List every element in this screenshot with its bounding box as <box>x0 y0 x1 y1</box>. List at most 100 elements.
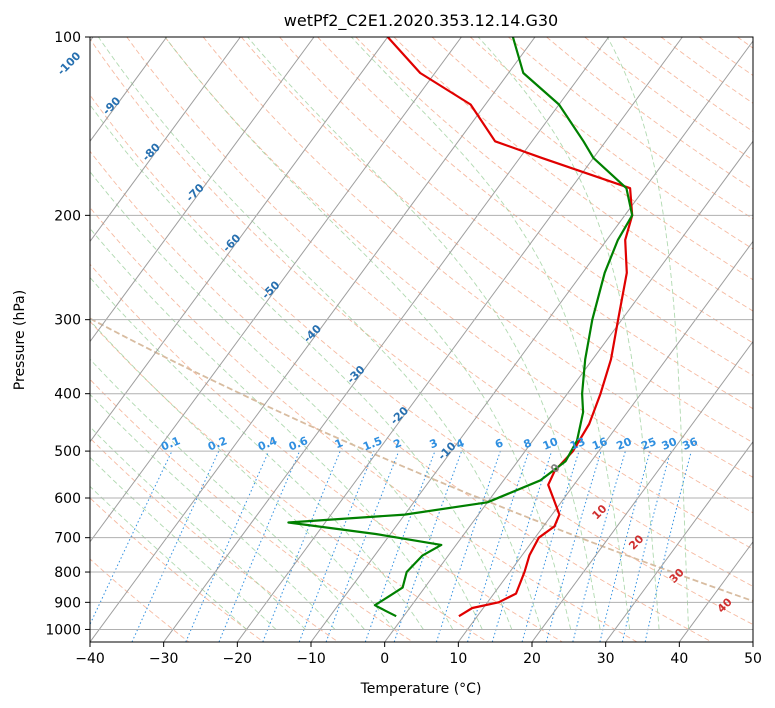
mixing-ratio-line <box>262 450 341 642</box>
plot-background <box>90 37 753 642</box>
mixing-ratio-line <box>325 450 400 642</box>
mixing-ratio-line <box>364 450 436 642</box>
x-axis: −40 −30 −20 −10 0 10 20 30 40 50 <box>75 642 762 667</box>
mixing-ratio-line <box>545 450 602 642</box>
moist-adiabat <box>164 37 572 630</box>
x-tick-label: −40 <box>75 651 105 667</box>
isotherm-line <box>90 37 241 243</box>
y-tick-label: 600 <box>54 491 81 507</box>
dry-adiabat <box>90 437 339 642</box>
plot-frame <box>89 36 754 643</box>
moist-adiabat <box>90 170 483 630</box>
moist-adiabat <box>607 37 690 630</box>
isotherm-line <box>163 37 610 642</box>
mixing-ratio-label: 3 <box>428 436 440 451</box>
moist-adiabat <box>247 37 601 630</box>
moist-adiabat <box>90 426 306 630</box>
isotherm-line <box>531 340 753 642</box>
x-tick-label: 40 <box>670 651 688 667</box>
moist-adiabat <box>98 37 542 630</box>
mixing-ratio-line <box>621 450 672 642</box>
x-tick-label: −10 <box>296 651 326 667</box>
moist-adiabat <box>350 37 631 630</box>
y-tick-label: 400 <box>54 387 81 403</box>
x-tick-label: 30 <box>597 651 615 667</box>
x-axis-label: Temperature (°C) <box>360 681 482 697</box>
mixing-ratio-label: 30 <box>660 435 679 453</box>
mixing-ratio-label: 20 <box>615 435 634 453</box>
y-tick-label: 1000 <box>45 622 81 638</box>
chart-title: wetPf2_C2E1.2020.353.12.14.G30 <box>284 11 558 31</box>
x-tick-label: 0 <box>380 651 389 667</box>
temperature-line <box>386 37 634 618</box>
dewpoint-line <box>287 37 634 618</box>
y-tick-label: 100 <box>54 30 81 46</box>
x-tick-label: 10 <box>449 651 467 667</box>
isotherm-label: -100 <box>55 49 84 78</box>
y-axis: 100 200 300 400 500 600 700 800 900 1000 <box>45 30 90 638</box>
mixing-ratio-label: 16 <box>590 435 609 453</box>
mixing-ratio-line <box>218 450 301 642</box>
dry-adiabat <box>90 94 753 626</box>
isotherm-line <box>90 37 315 343</box>
mixing-ratio-line <box>298 450 375 642</box>
dry-adiabat <box>164 37 753 514</box>
x-tick-label: 20 <box>523 651 541 667</box>
dry-adiabat <box>279 37 753 410</box>
moist-adiabat <box>90 358 365 630</box>
isentrope-curve <box>90 317 753 602</box>
dry-adiabat <box>90 263 563 642</box>
dry-adiabat <box>584 37 753 161</box>
y-tick-label: 700 <box>54 531 81 547</box>
mixing-ratio-label: 8 <box>522 436 534 451</box>
isotherm-line <box>605 440 753 642</box>
y-tick-label: 200 <box>54 208 81 224</box>
y-tick-label: 800 <box>54 565 81 581</box>
mixing-ratio-label: 13 <box>568 435 587 453</box>
dry-adiabat <box>90 378 414 642</box>
mixing-ratio-line <box>491 450 553 642</box>
isotherm-line <box>752 641 753 642</box>
mixing-ratio-line <box>467 450 530 642</box>
y-tick-label: 500 <box>54 444 81 460</box>
x-tick-label: 50 <box>744 651 762 667</box>
mixing-ratio-label: 25 <box>639 435 658 453</box>
grid <box>90 37 753 642</box>
x-tick-label: −20 <box>223 651 253 667</box>
mixing-ratio-label: 10 <box>541 435 560 453</box>
moist-adiabat <box>90 320 395 630</box>
mixing-ratio-line <box>521 450 580 642</box>
moist-adiabat <box>90 456 277 630</box>
dry-adiabat <box>126 37 753 550</box>
y-tick-label: 300 <box>54 313 81 329</box>
isotherm-line <box>90 37 168 143</box>
moist-adiabat <box>90 276 424 630</box>
mixing-ratio-label: 2 <box>391 436 403 451</box>
mixing-ratio-line <box>185 450 270 642</box>
dry-adiabat <box>90 38 753 587</box>
isotherm-line <box>90 37 536 642</box>
dry-adiabat <box>240 37 753 444</box>
isotherm-line <box>310 40 753 642</box>
mixing-ratio-label: 1 <box>333 436 345 451</box>
moist-adiabat <box>90 227 454 630</box>
mixing-ratio-label: 36 <box>680 435 699 453</box>
x-tick-label: −30 <box>149 651 179 667</box>
isotherm-line <box>236 37 683 642</box>
dry-adiabat <box>431 37 753 281</box>
dry-adiabat <box>508 37 753 220</box>
mixing-ratio-line <box>572 450 626 642</box>
isotherm-line <box>384 140 753 642</box>
isotherm-line <box>90 37 389 443</box>
dry-adiabat <box>90 320 488 642</box>
isotherm-line <box>457 240 753 642</box>
y-axis-label: Pressure (hPa) <box>12 290 28 390</box>
moist-adiabat <box>90 393 336 630</box>
mixing-ratio-line <box>599 450 651 642</box>
mixing-ratio-line <box>435 450 501 642</box>
dry-adiabat <box>355 37 753 344</box>
series-layer <box>287 37 634 618</box>
dry-adiabat <box>90 150 712 642</box>
dry-adiabat <box>317 37 753 376</box>
